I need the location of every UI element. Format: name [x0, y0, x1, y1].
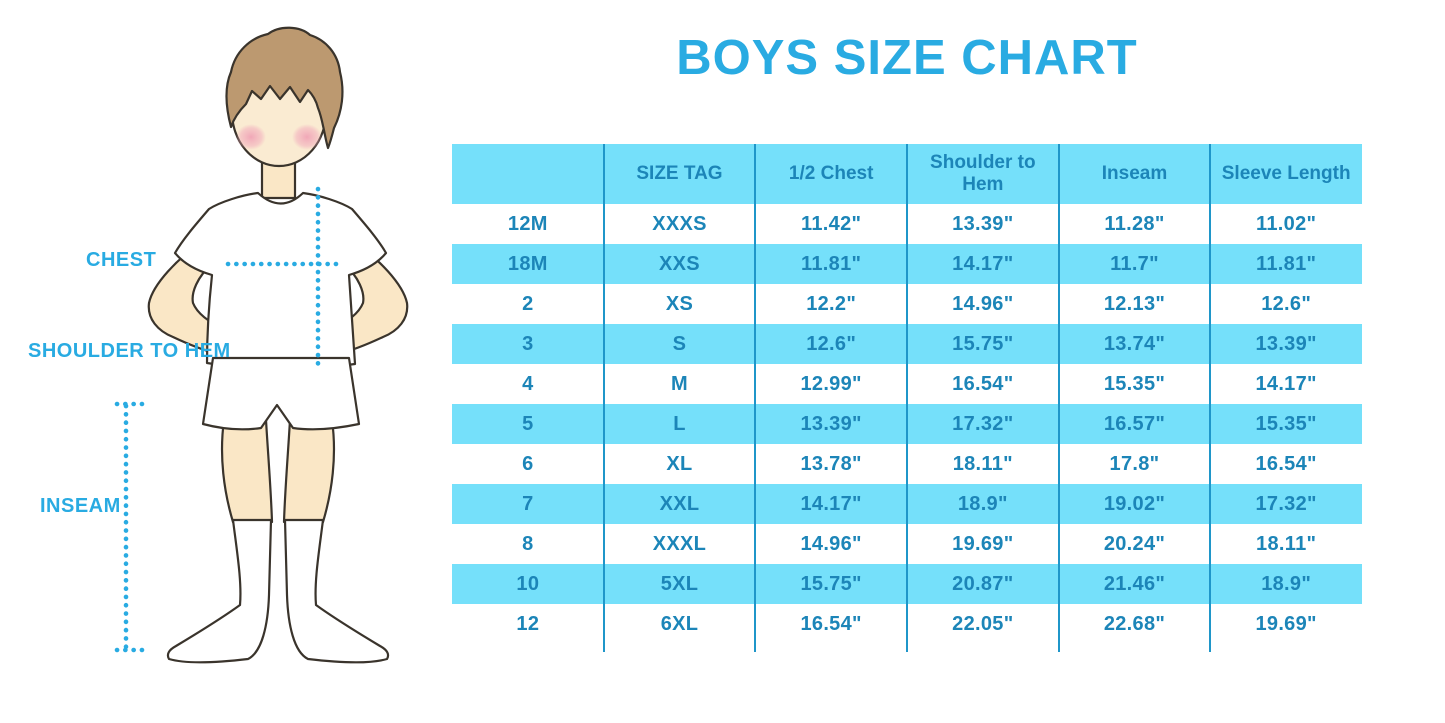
table-cell: 20.24" — [1103, 532, 1166, 555]
boy-hair — [225, 26, 344, 150]
table-cell: 13.74" — [1103, 332, 1166, 355]
table-cell: 13.39" — [800, 412, 862, 435]
boy-cheeks — [236, 124, 322, 150]
boy-right-leg — [282, 418, 336, 524]
boy-left-leg — [220, 418, 274, 524]
chest-label: CHEST — [86, 249, 157, 271]
column-divider — [1057, 144, 1060, 652]
table-cell: 16.54" — [1255, 452, 1317, 475]
size-cell: 5 — [522, 412, 534, 435]
table-cell: 20.87" — [952, 572, 1014, 595]
table-cell: 5XL — [660, 572, 699, 595]
inseam-label: INSEAM — [40, 495, 121, 517]
column-header: Shoulder to Hem — [930, 152, 1036, 195]
column-header: Sleeve Length — [1221, 163, 1351, 185]
table-cell: XXL — [659, 492, 700, 515]
table-cell: 13.39" — [1255, 332, 1317, 355]
table-cell: 18.11" — [1256, 532, 1317, 555]
column-header — [452, 144, 604, 204]
size-cell: 2 — [522, 292, 534, 315]
table-cell: 21.46" — [1103, 572, 1166, 595]
column-divider — [602, 144, 605, 652]
table-cell: 16.54" — [800, 612, 862, 635]
table-cell: 14.96" — [952, 292, 1014, 315]
table-cell: 15.75" — [952, 332, 1014, 355]
size-cell: 4 — [522, 372, 534, 395]
table-cell: XXS — [659, 252, 700, 275]
table-cell: 22.05" — [952, 612, 1014, 635]
table-cell: 14.17" — [952, 252, 1014, 275]
size-cell: 12 — [516, 612, 540, 635]
table-cell: 6XL — [660, 612, 699, 635]
size-cell: 6 — [522, 452, 534, 475]
size-cell: 12M — [507, 212, 548, 235]
table-cell: S — [672, 332, 687, 355]
size-cell: 18M — [507, 252, 548, 275]
table-cell: 12.2" — [806, 292, 857, 315]
table-cell: 17.8" — [1109, 452, 1160, 475]
table-cell: 12.6" — [806, 332, 857, 355]
table-cell: 18.9" — [957, 492, 1008, 515]
table-cell: 15.35" — [1103, 372, 1166, 395]
column-header: Inseam — [1101, 163, 1168, 185]
boy-right-sock — [283, 518, 390, 664]
table-cell: 11.7" — [1110, 252, 1159, 275]
table-cell: 18.9" — [1261, 572, 1312, 595]
boy-shorts — [201, 356, 361, 431]
table-cell: 19.69" — [1255, 612, 1317, 635]
table-cell: 11.28" — [1104, 212, 1165, 235]
column-header: SIZE TAG — [636, 163, 723, 185]
table-cell: 12.99" — [800, 372, 862, 395]
size-table: SIZE TAG 1/2 Chest Shoulder to Hem Inseam Sl… — [452, 144, 1362, 652]
table-cell: XS — [665, 292, 694, 315]
table-cell: 15.35" — [1255, 412, 1317, 435]
size-cell: 7 — [522, 492, 534, 515]
size-cell: 3 — [522, 332, 534, 355]
table-cell: 14.96" — [800, 532, 862, 555]
table-cell: 16.57" — [1103, 412, 1166, 435]
table-cell: 15.75" — [800, 572, 862, 595]
boy-left-arm — [147, 240, 228, 356]
table-cell: 13.39" — [952, 212, 1014, 235]
column-header: 1/2 Chest — [788, 163, 874, 185]
shoulder-to-hem-label: SHOULDER TO HEM — [28, 340, 231, 362]
table-cell: 19.02" — [1103, 492, 1166, 515]
table-cell: 18.11" — [952, 452, 1013, 475]
table-cell: 12.6" — [1261, 292, 1312, 315]
table-cell: 17.32" — [1255, 492, 1317, 515]
table-cell: 11.02" — [1256, 212, 1317, 235]
table-cell: 14.17" — [800, 492, 862, 515]
table-cell: XXXS — [652, 212, 707, 235]
boy-left-sock — [166, 518, 273, 664]
size-cell: 8 — [522, 532, 534, 555]
size-cell: 10 — [516, 572, 540, 595]
measurement-lines — [114, 186, 347, 653]
boy-measurement-figure: CHEST SHOULDER TO HEM INSEAM — [0, 0, 450, 723]
column-divider — [1209, 144, 1212, 652]
table-cell: 14.17" — [1255, 372, 1317, 395]
table-cell: 13.78" — [800, 452, 862, 475]
page-title: BOYS SIZE CHART — [676, 31, 1138, 85]
table-cell: 11.81" — [801, 252, 862, 275]
table-cell: 11.81" — [1256, 252, 1317, 275]
table-cell: L — [673, 412, 686, 435]
table-cell: 22.68" — [1103, 612, 1166, 635]
table-cell: 12.13" — [1103, 292, 1166, 315]
table-cell: 17.32" — [952, 412, 1014, 435]
table-cell: 19.69" — [952, 532, 1014, 555]
column-divider — [906, 144, 908, 652]
boy-illustration — [114, 26, 409, 664]
table-cell: XXXL — [652, 532, 707, 555]
table-cell: 16.54" — [952, 372, 1014, 395]
column-divider — [754, 144, 757, 652]
table-cell: M — [671, 372, 688, 395]
table-cell: XL — [666, 452, 693, 475]
table-cell: 11.42" — [801, 212, 862, 235]
